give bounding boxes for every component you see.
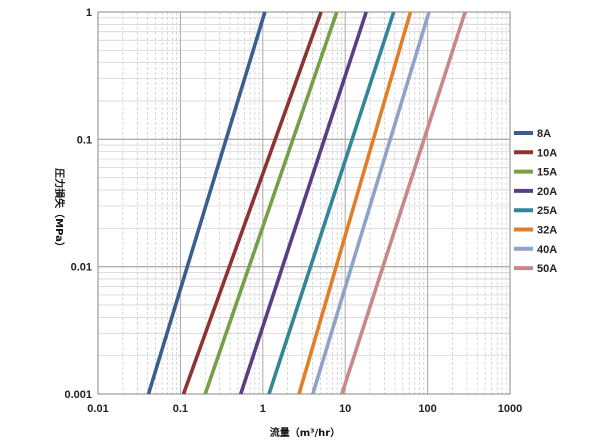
y-tick-label: 1 [86,7,92,19]
x-tick-label: 1 [260,403,266,415]
x-tick-label: 10 [339,403,351,415]
y-tick-label: 0.001 [64,389,92,401]
series-line-32A [297,11,413,395]
plot-frame [97,11,511,395]
x-tick-label: 1000 [498,403,522,415]
series-line-40A [311,11,431,395]
legend-label-40A: 40A [537,244,557,256]
x-tick-label: 0.1 [173,403,188,415]
series-line-20A [238,11,368,395]
x-tick-labels: 0.01 0.1 1 10 100 1000 [87,403,522,415]
series-lines [146,11,467,395]
y-tick-labels: 0.001 0.01 0.1 1 [64,7,92,401]
legend-label-15A: 15A [537,167,557,179]
x-tick-label: 0.01 [87,403,108,415]
legend-label-10A: 10A [537,147,557,159]
legend-label-25A: 25A [537,205,557,217]
y-tick-label: 0.01 [71,262,92,274]
x-axis-label: 流量（m³/hr） [270,426,341,439]
legend-label-32A: 32A [537,225,557,237]
series-line-15A [203,11,339,395]
series-line-50A [340,11,467,395]
legend-label-8A: 8A [537,128,551,140]
series-line-25A [267,11,396,395]
y-axis-label: 圧力損失（MPa） [53,168,66,252]
legend: 8A 10A 15A 20A 25A 32A 40A 50A [514,128,557,275]
legend-label-20A: 20A [537,186,557,198]
x-tick-label: 100 [418,403,436,415]
series-line-8A [146,11,267,395]
legend-label-50A: 50A [537,263,557,275]
y-tick-label: 0.1 [77,134,92,146]
series-line-10A [181,11,323,395]
